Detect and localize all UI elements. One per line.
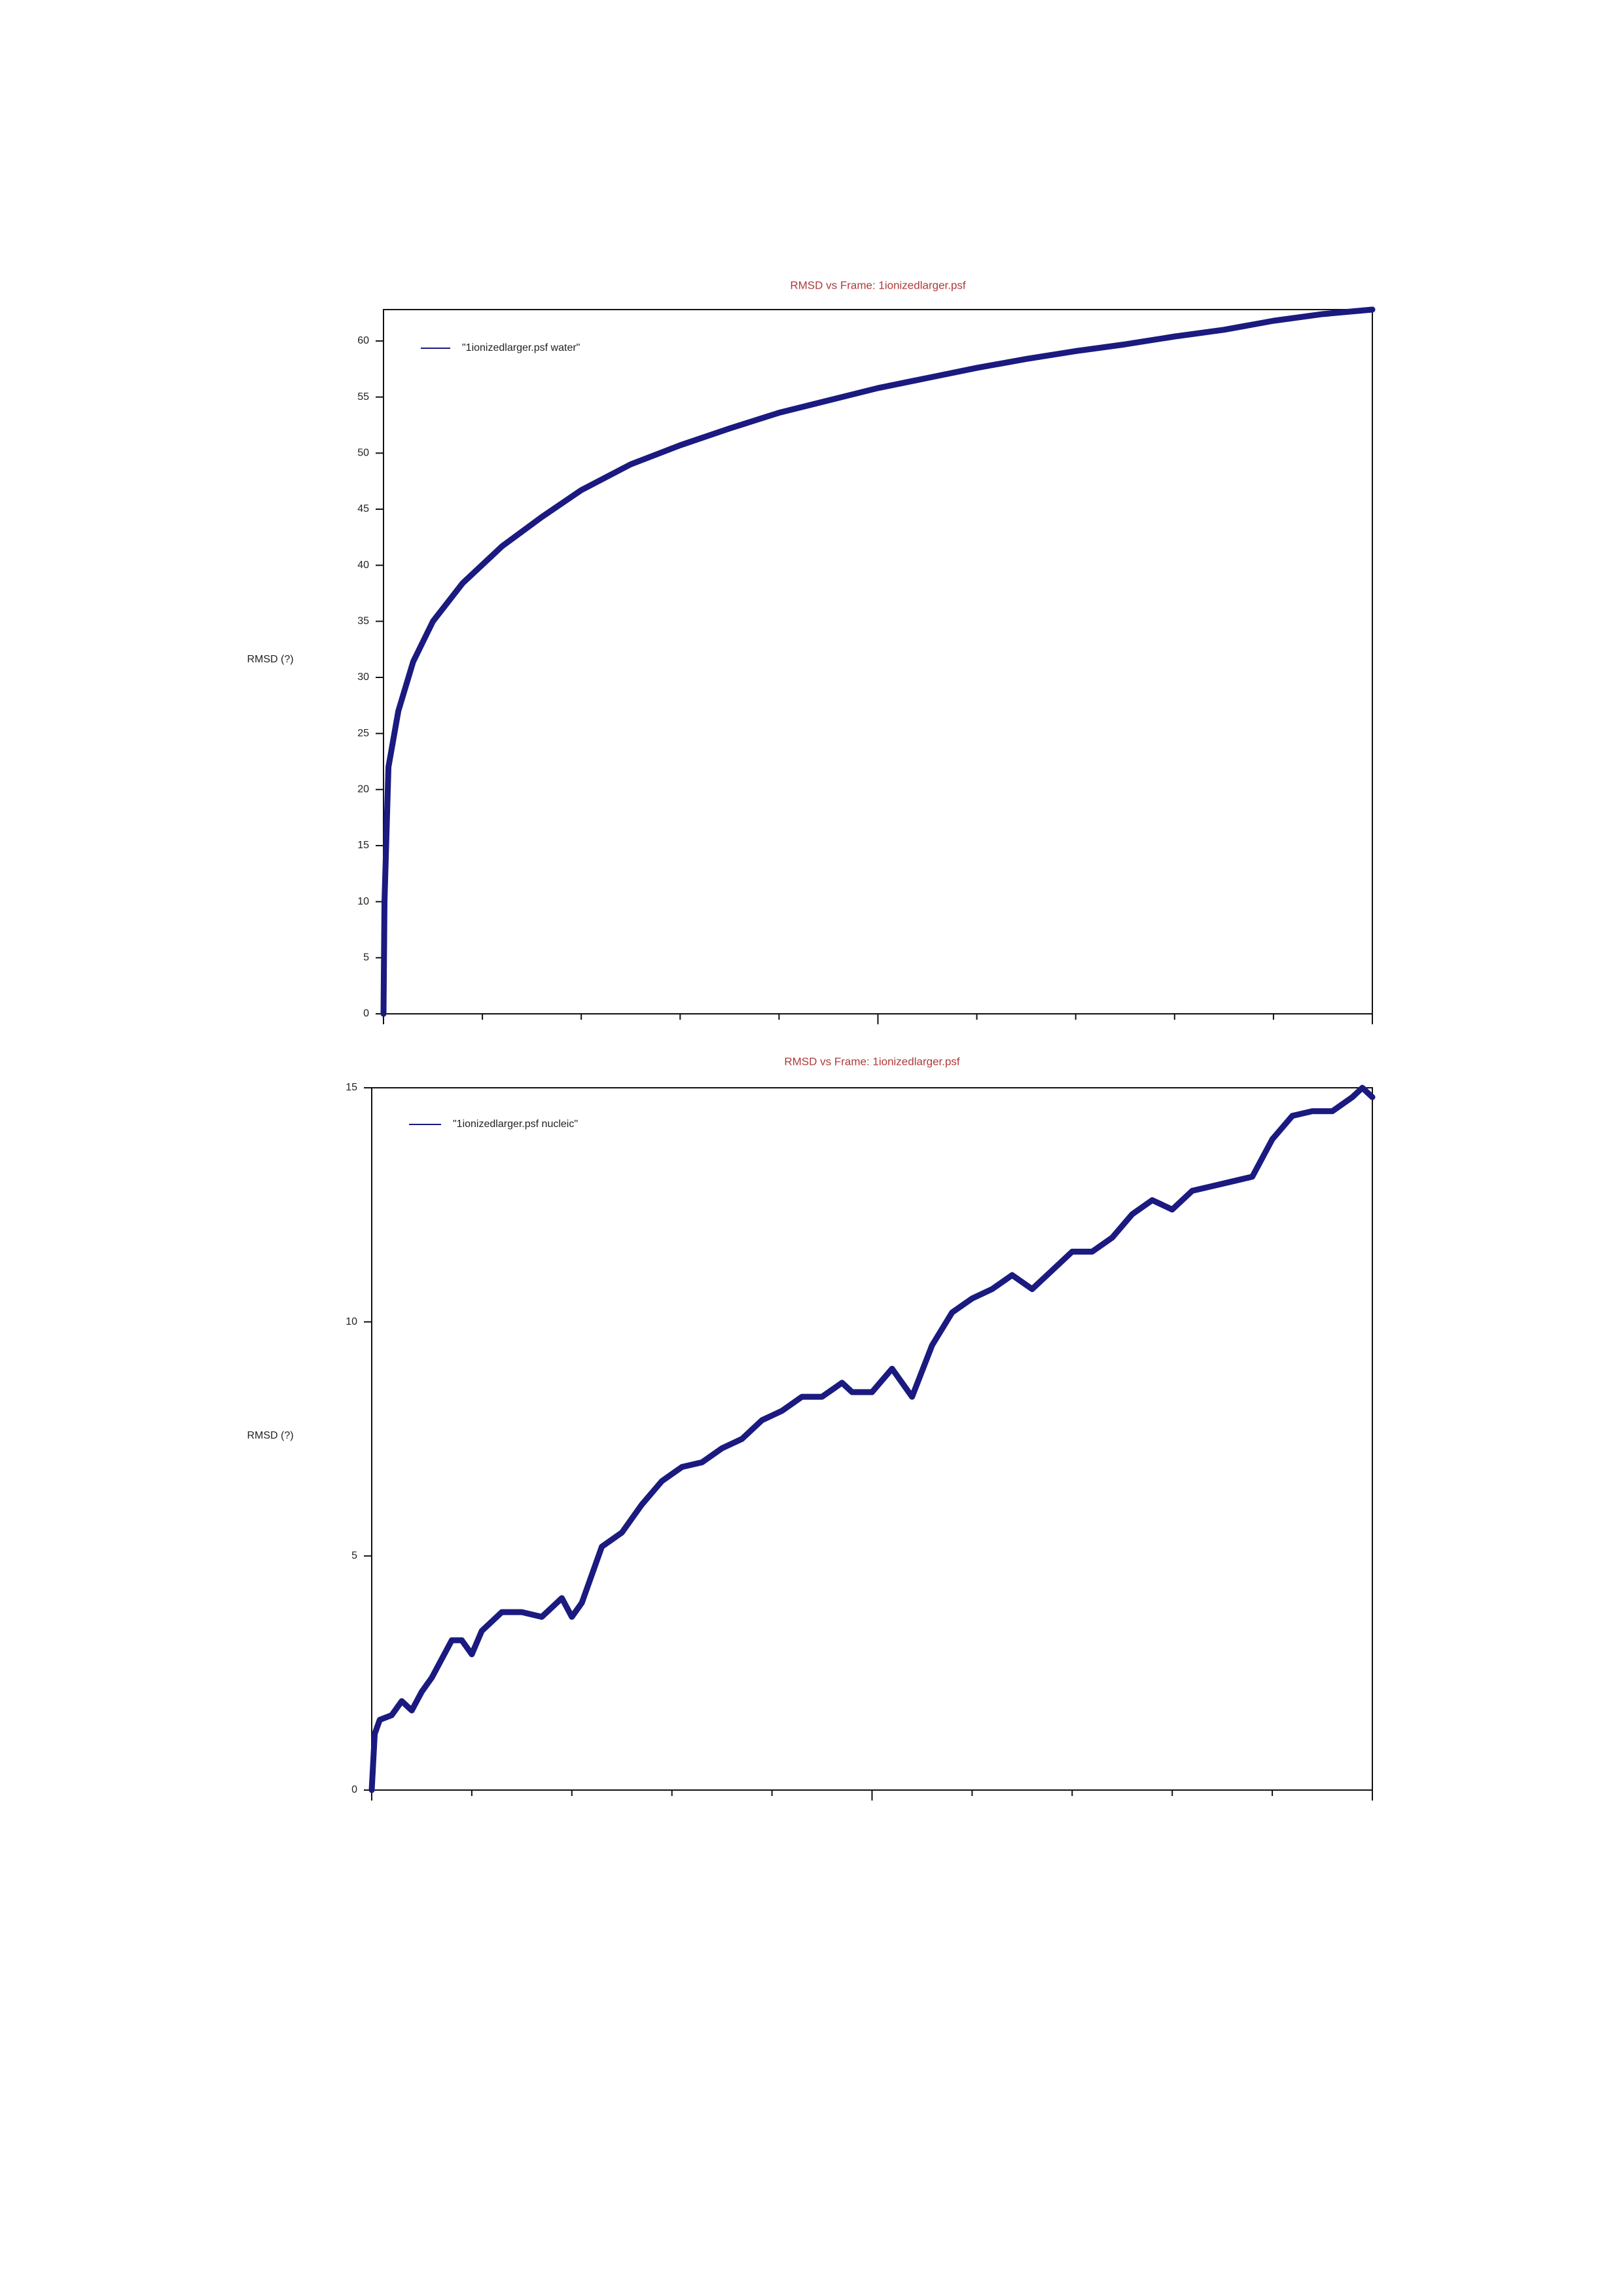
y-tick-label: 5 [351,1551,357,1562]
y-tick-label: 30 [357,672,369,683]
y-tick-label: 0 [351,1784,357,1795]
y-tick-label: 20 [357,784,369,795]
legend-label: "1ionizedlarger.psf nucleic" [453,1119,578,1130]
y-axis-label: RMSD (?) [247,654,293,665]
y-tick-label: 0 [363,1008,369,1019]
y-tick-label: 15 [346,1082,357,1093]
y-tick-label: 15 [357,840,369,851]
y-tick-label: 5 [363,952,369,963]
plot-frame [383,309,1373,1014]
y-tick-label: 40 [357,560,369,571]
y-tick-label: 25 [357,728,369,739]
chart-title: RMSD vs Frame: 1ionizedlarger.psf [790,279,966,291]
y-tick-label: 55 [357,391,369,403]
y-tick-label: 10 [346,1316,357,1327]
data-line [380,306,1376,1017]
y-tick-label: 60 [357,335,369,346]
y-tick-label: 50 [357,448,369,459]
y-tick-label: 45 [357,503,369,514]
chart-title: RMSD vs Frame: 1ionizedlarger.psf [784,1055,960,1067]
plot-frame [371,1087,1373,1791]
data-line [368,1085,1376,1793]
legend-label: "1ionizedlarger.psf water" [462,342,580,353]
y-tick-label: 35 [357,616,369,627]
y-tick-label: 10 [357,896,369,907]
y-axis-label: RMSD (?) [247,1430,293,1441]
